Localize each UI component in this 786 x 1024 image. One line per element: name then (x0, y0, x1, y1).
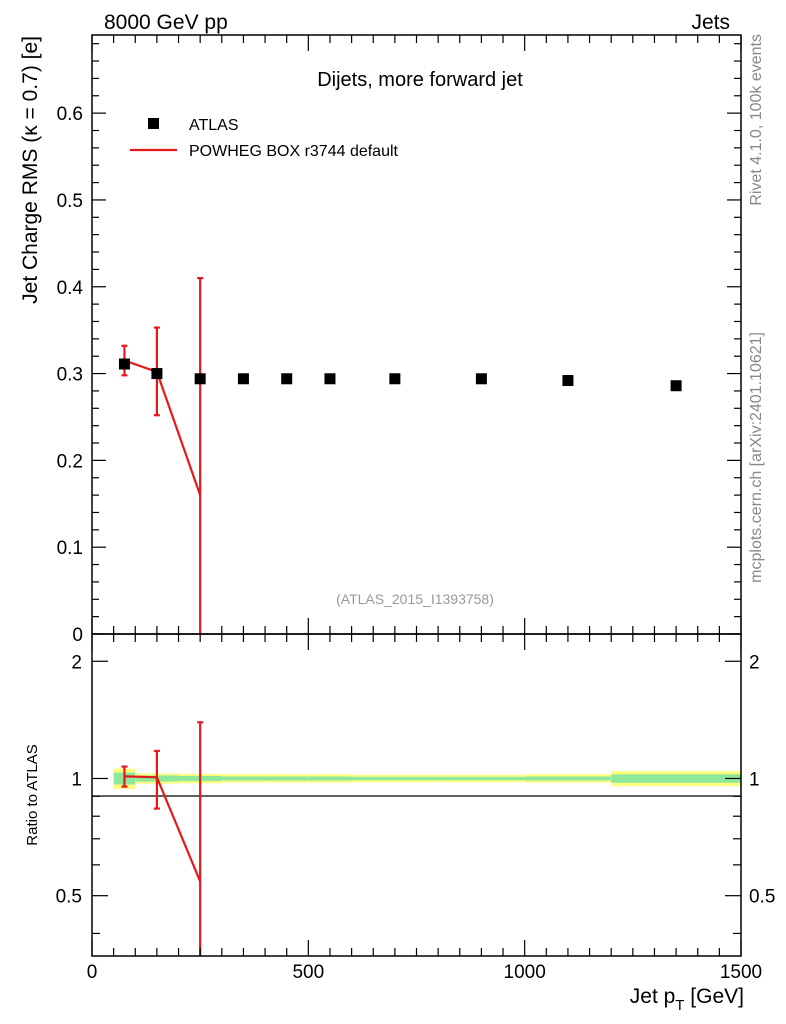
atlas-data-point (118, 358, 130, 370)
atlas-data-point (324, 373, 336, 385)
ratio-y-tick-label-right: 1 (749, 769, 760, 790)
rivet-label: Rivet 4.1.0, 100k events (748, 34, 765, 206)
x-tick-label: 0 (87, 962, 98, 983)
legend-marker-atlas (148, 118, 159, 129)
band-stat-segment (351, 776, 439, 781)
x-tick-label: 1500 (720, 962, 762, 983)
band-stat-segment (524, 776, 612, 781)
atlas-data-point (194, 373, 206, 385)
ratio-marks (121, 721, 204, 956)
main-y-tick-label: 0.3 (57, 365, 83, 386)
atlas-data-point (151, 368, 163, 380)
main-y-axis-label: Jet Charge RMS (κ = 0.7) [e] (19, 36, 42, 304)
band-stat-segment (438, 776, 525, 781)
ratio-y-tick-label-right: 2 (749, 652, 760, 673)
ratio-uncertainty-band (113, 768, 741, 789)
atlas-data-point (281, 373, 293, 385)
main-panel: 0 0.1 0.2 0.3 0.4 0.5 0.6 Dijets, more forward… (19, 34, 742, 646)
powheg-ratio-error-bar (197, 721, 204, 956)
ratio-y-axis: 0.5 0.5 1 1 2 2 (56, 652, 775, 935)
legend: ATLAS POWHEG BOX r3744 default (130, 117, 399, 160)
main-x-axis (91, 35, 742, 634)
atlas-data-point (670, 380, 682, 392)
category-label: Jets (691, 11, 730, 34)
powheg-ratio-error-bar (121, 765, 128, 788)
atlas-data-point (237, 373, 249, 385)
atlas-data-point (562, 375, 574, 387)
x-axis-label: Jet pT [GeV] (630, 985, 744, 1014)
powheg-ratio-error-bar (153, 749, 160, 810)
main-marks (118, 276, 682, 634)
x-tick-label: 500 (292, 962, 324, 983)
ratio-y-axis-label: Ratio to ATLAS (24, 744, 41, 845)
ratio-frame (91, 633, 742, 957)
analysis-id: (ATLAS_2015_I1393758) (336, 591, 494, 607)
legend-label-powheg: POWHEG BOX r3744 default (189, 143, 399, 160)
atlas-data-point (475, 373, 487, 385)
ratio-y-tick-label-right: 0.5 (749, 887, 775, 908)
powheg-error-bar (197, 276, 204, 634)
main-y-tick-label: 0 (72, 625, 83, 646)
x-tick-label: 1000 (504, 962, 546, 983)
ratio-panel: 0.5 0.5 1 1 2 2 0 500 1000 1500 Ratio to ATLAS (24, 633, 775, 983)
ratio-y-tick-label-left: 1 (71, 769, 82, 790)
band-stat-segment (308, 776, 352, 781)
main-plot-title: Dijets, more forward jet (317, 69, 523, 91)
main-y-axis: 0 0.1 0.2 0.3 0.4 0.5 0.6 (57, 43, 741, 646)
powheg-ratio-line (124, 775, 202, 882)
band-stat-segment (221, 776, 266, 781)
main-y-tick-label: 0.6 (57, 104, 83, 125)
powheg-line (124, 359, 202, 496)
atlas-data-point (389, 373, 401, 385)
main-y-tick-label: 0.2 (57, 451, 83, 472)
main-y-tick-label: 0.4 (57, 278, 84, 299)
ratio-y-tick-label-left: 2 (71, 652, 82, 673)
beam-label: 8000 GeV pp (104, 11, 228, 34)
ratio-y-tick-label-left: 0.5 (56, 887, 82, 908)
band-stat-segment (611, 774, 741, 783)
ratio-x-axis: 0 500 1000 1500 (87, 634, 762, 983)
band-stat-segment (265, 776, 309, 781)
mcplots-label: mcplots.cern.ch [arXiv:2401.10621] (748, 332, 765, 583)
main-y-tick-label: 0.1 (57, 538, 83, 559)
main-y-tick-label: 0.5 (57, 191, 83, 212)
legend-label-atlas: ATLAS (189, 117, 239, 134)
